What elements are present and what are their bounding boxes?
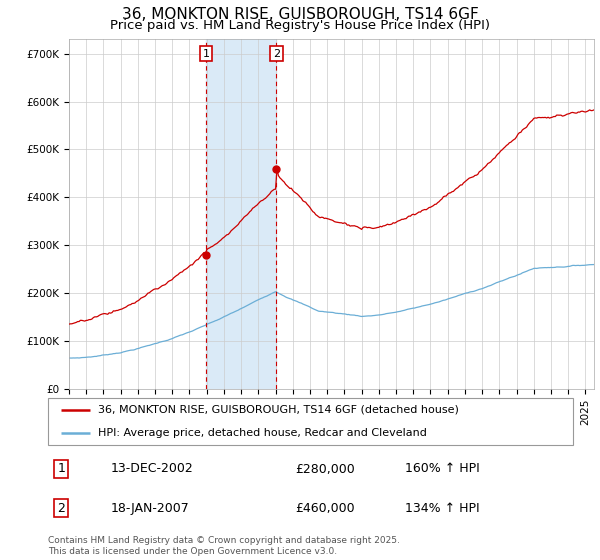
Text: 1: 1: [57, 463, 65, 475]
Bar: [206, 39, 276, 389]
Text: £280,000: £280,000: [295, 463, 355, 475]
Text: 13-DEC-2002: 13-DEC-2002: [111, 463, 194, 475]
Text: 1: 1: [202, 49, 209, 59]
Text: Price paid vs. HM Land Registry's House Price Index (HPI): Price paid vs. HM Land Registry's House …: [110, 19, 490, 32]
Text: 2: 2: [273, 49, 280, 59]
FancyBboxPatch shape: [48, 398, 573, 445]
Text: 36, MONKTON RISE, GUISBOROUGH, TS14 6GF (detached house): 36, MONKTON RISE, GUISBOROUGH, TS14 6GF …: [98, 404, 459, 414]
Text: £460,000: £460,000: [295, 502, 355, 515]
Text: 160% ↑ HPI: 160% ↑ HPI: [405, 463, 480, 475]
Text: 36, MONKTON RISE, GUISBOROUGH, TS14 6GF: 36, MONKTON RISE, GUISBOROUGH, TS14 6GF: [122, 7, 478, 22]
Text: 134% ↑ HPI: 134% ↑ HPI: [405, 502, 479, 515]
Text: HPI: Average price, detached house, Redcar and Cleveland: HPI: Average price, detached house, Redc…: [98, 428, 427, 438]
Text: Contains HM Land Registry data © Crown copyright and database right 2025.
This d: Contains HM Land Registry data © Crown c…: [48, 536, 400, 556]
Text: 18-JAN-2007: 18-JAN-2007: [111, 502, 190, 515]
Text: 2: 2: [57, 502, 65, 515]
